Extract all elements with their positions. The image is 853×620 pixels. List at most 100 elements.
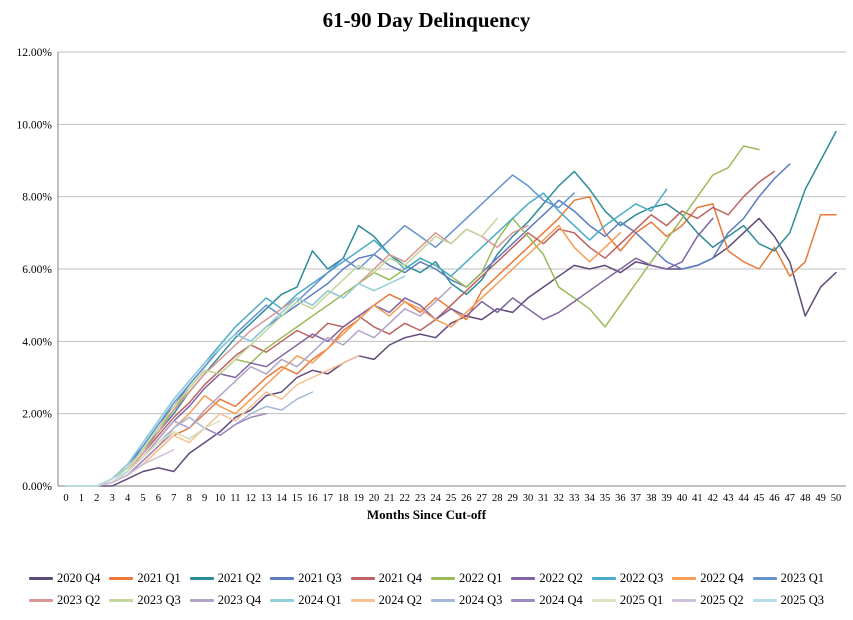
legend-item-2023-q1: 2023 Q1	[752, 571, 825, 586]
svg-text:17: 17	[323, 493, 334, 504]
legend-label: 2025 Q2	[700, 593, 744, 607]
series-line-2024-q4	[65, 412, 267, 487]
svg-text:1: 1	[79, 493, 84, 504]
svg-text:34: 34	[584, 493, 595, 504]
svg-text:32: 32	[554, 493, 565, 504]
svg-text:16: 16	[307, 493, 318, 504]
svg-text:46: 46	[769, 493, 780, 504]
svg-text:49: 49	[815, 493, 826, 504]
series-line-2025-q3	[65, 470, 129, 487]
legend-item-2021-q1: 2021 Q1	[109, 571, 181, 586]
svg-text:28: 28	[492, 493, 503, 504]
legend-label: 2023 Q1	[780, 571, 825, 585]
svg-text:39: 39	[661, 493, 672, 504]
svg-text:38: 38	[646, 493, 657, 504]
legend-item-2023-q3: 2023 Q3	[109, 593, 181, 608]
svg-text:30: 30	[523, 493, 534, 504]
legend-label: 2022 Q4	[700, 571, 744, 585]
svg-text:0: 0	[63, 493, 68, 504]
chart-title: 61-90 Day Delinquency	[322, 8, 531, 32]
legend-label: 2023 Q4	[217, 593, 262, 607]
legend-row: 2020 Q4 2021 Q1 2021 Q2 2021 Q3 2021 Q4 2022 …	[0, 571, 853, 586]
legend-item-2024-q1: 2024 Q1	[270, 593, 342, 608]
svg-text:43: 43	[723, 493, 734, 504]
svg-text:44: 44	[738, 493, 749, 504]
legend-label: 2023 Q2	[56, 593, 101, 607]
legend-line-swatch	[431, 577, 455, 580]
svg-text:15: 15	[292, 493, 303, 504]
svg-text:36: 36	[615, 493, 626, 504]
svg-text:7: 7	[171, 493, 176, 504]
legend-label: 2022 Q1	[459, 571, 503, 585]
svg-text:35: 35	[600, 493, 611, 504]
series-line-2024-q1	[65, 275, 406, 487]
legend-item-2022-q2: 2022 Q2	[511, 571, 583, 586]
svg-text:20: 20	[369, 493, 380, 504]
svg-text:9: 9	[202, 493, 207, 504]
legend-item-2021-q2: 2021 Q2	[189, 571, 262, 586]
legend-item-2022-q3: 2022 Q3	[591, 571, 664, 586]
legend-item-2024-q4: 2024 Q4	[511, 593, 583, 608]
svg-text:6: 6	[156, 493, 161, 504]
svg-text:21: 21	[384, 493, 395, 504]
legend-line-swatch	[511, 599, 536, 602]
legend-item-2024-q2: 2024 Q2	[350, 593, 422, 608]
svg-text:40: 40	[677, 493, 688, 504]
svg-text:42: 42	[708, 493, 719, 504]
legend-item-2022-q4: 2022 Q4	[672, 571, 744, 586]
svg-text:11: 11	[230, 493, 240, 504]
legend-label: 2022 Q3	[619, 571, 664, 585]
legend-item-2024-q3: 2024 Q3	[431, 593, 502, 608]
y-axis-labels: 0.00% 2.00% 4.00% 6.00% 8.00% 10.00% 12.00%	[17, 47, 53, 493]
svg-text:26: 26	[461, 493, 472, 504]
svg-text:22: 22	[400, 493, 411, 504]
legend-item-2021-q4: 2021 Q4	[350, 571, 422, 586]
legend-line-swatch	[270, 599, 295, 602]
series-line-2024-q2	[65, 355, 360, 487]
svg-text:3: 3	[110, 493, 115, 504]
legend-item-2025-q2: 2025 Q2	[672, 593, 744, 608]
legend-item-2020-q4: 2020 Q4	[28, 571, 100, 586]
legend-label: 2021 Q3	[298, 571, 342, 585]
legend-line-swatch	[189, 599, 214, 602]
svg-text:37: 37	[631, 493, 642, 504]
legend-item-2021-q3: 2021 Q3	[270, 571, 342, 586]
legend-label: 2025 Q1	[619, 593, 664, 607]
legend-label: 2023 Q3	[137, 593, 181, 607]
legend-label: 2024 Q4	[539, 593, 583, 607]
legend-line-swatch	[431, 599, 455, 602]
legend-row: 2023 Q2 2023 Q3 2023 Q4 2024 Q1 2024 Q2 2024 …	[0, 593, 853, 608]
legend-label: 2024 Q2	[378, 593, 422, 607]
legend-item-2023-q4: 2023 Q4	[189, 593, 262, 608]
svg-text:8.00%: 8.00%	[22, 192, 52, 204]
svg-text:12.00%: 12.00%	[17, 47, 53, 59]
legend-line-swatch	[189, 577, 214, 580]
legend-item-2022-q1: 2022 Q1	[431, 571, 502, 586]
svg-text:25: 25	[446, 493, 457, 504]
svg-text:41: 41	[692, 493, 703, 504]
svg-text:2: 2	[94, 493, 99, 504]
svg-text:31: 31	[538, 493, 549, 504]
svg-text:50: 50	[831, 493, 842, 504]
legend: 2020 Q4 2021 Q1 2021 Q2 2021 Q3 2021 Q4 2022 …	[0, 571, 853, 608]
svg-text:13: 13	[261, 493, 272, 504]
svg-text:8: 8	[187, 493, 192, 504]
legend-line-swatch	[28, 577, 53, 580]
svg-text:48: 48	[800, 493, 811, 504]
svg-text:24: 24	[430, 493, 441, 504]
svg-text:2.00%: 2.00%	[22, 409, 52, 421]
gridlines	[58, 51, 846, 487]
legend-line-swatch	[752, 577, 777, 580]
svg-text:6.00%: 6.00%	[22, 264, 52, 276]
svg-text:27: 27	[477, 493, 488, 504]
svg-text:14: 14	[276, 493, 287, 504]
legend-label: 2022 Q2	[539, 571, 583, 585]
legend-line-swatch	[350, 599, 375, 602]
svg-text:10: 10	[215, 493, 226, 504]
x-axis-title: Months Since Cut-off	[366, 507, 487, 522]
legend-label: 2021 Q1	[137, 571, 181, 585]
legend-item-2023-q2: 2023 Q2	[28, 593, 101, 608]
legend-label: 2021 Q2	[217, 571, 262, 585]
legend-label: 2024 Q1	[298, 593, 342, 607]
svg-text:19: 19	[353, 493, 364, 504]
